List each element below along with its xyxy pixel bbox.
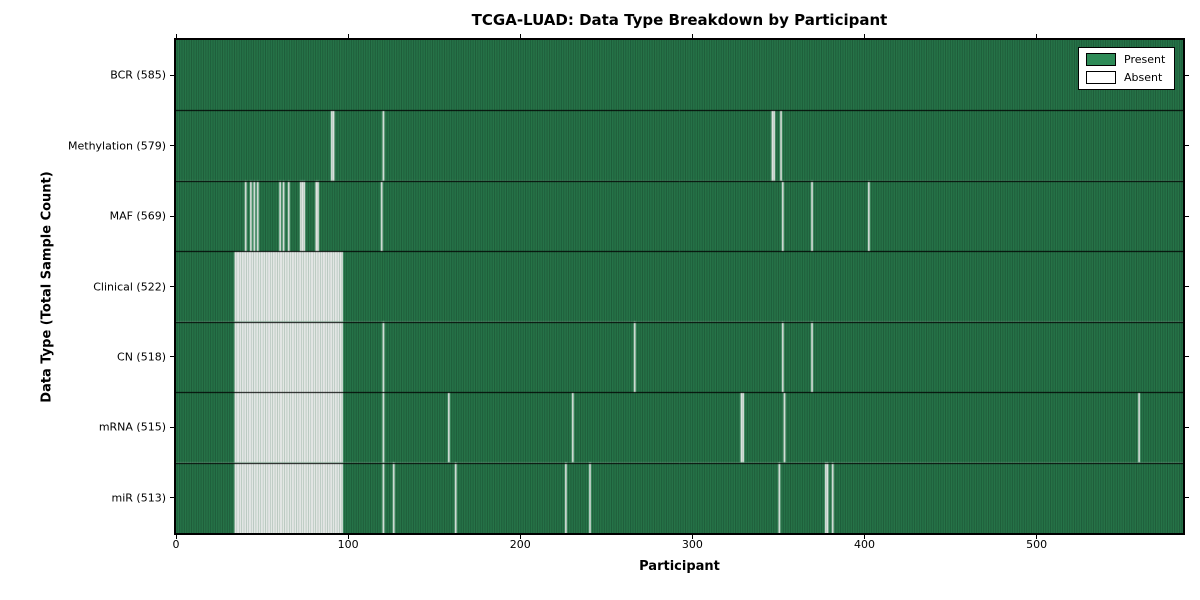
legend-label-absent: Absent: [1124, 71, 1163, 84]
x-tick-mark: [864, 535, 866, 539]
y-tick-mark: [1185, 497, 1189, 499]
chart-title: TCGA-LUAD: Data Type Breakdown by Partic…: [471, 11, 888, 29]
x-tick-mark: [175, 535, 177, 539]
y-tick-mark: [170, 286, 174, 287]
x-tick-mark: [1036, 34, 1038, 38]
x-tick-mark: [1036, 535, 1038, 539]
y-tick-label-BCR: BCR (585): [110, 68, 166, 82]
plot-area: [174, 38, 1185, 535]
y-tick-label-mRNA: mRNA (515): [98, 420, 166, 434]
x-tick-mark: [519, 34, 521, 38]
legend: Present Absent: [1078, 47, 1176, 90]
x-tick-mark: [347, 535, 349, 539]
y-tick-mark: [1185, 74, 1189, 76]
legend-item-present: Present: [1086, 53, 1165, 66]
y-tick-mark: [170, 74, 174, 76]
y-tick-mark: [1185, 145, 1189, 147]
x-tick-mark: [175, 34, 177, 38]
y-tick-mark: [1185, 426, 1189, 428]
x-tick-label-0: 0: [172, 538, 180, 551]
y-tick-mark: [170, 426, 174, 428]
legend-item-absent: Absent: [1086, 71, 1165, 84]
x-tick-mark: [691, 34, 693, 38]
x-tick-label-200: 200: [509, 538, 531, 551]
heatmap-canvas: [176, 40, 1183, 533]
y-tick-label-miR: miR (513): [111, 491, 167, 505]
y-tick-mark: [1185, 286, 1189, 287]
y-tick-label-MAF: MAF (569): [109, 209, 166, 223]
y-tick-mark: [170, 497, 174, 499]
legend-label-present: Present: [1124, 53, 1166, 66]
y-tick-label-Clinical: Clinical (522): [93, 280, 166, 293]
y-tick-mark: [170, 145, 174, 147]
x-tick-label-300: 300: [681, 538, 703, 551]
x-tick-mark: [691, 535, 693, 539]
x-tick-mark: [347, 34, 349, 38]
x-tick-label-500: 500: [1026, 538, 1048, 551]
x-tick-label-400: 400: [854, 538, 876, 551]
x-tick-mark: [864, 34, 866, 38]
absent-swatch-icon: [1086, 71, 1116, 84]
present-swatch-icon: [1086, 53, 1116, 66]
y-tick-mark: [170, 356, 174, 358]
y-tick-mark: [170, 215, 174, 217]
x-tick-mark: [519, 535, 521, 539]
y-tick-mark: [1185, 356, 1189, 358]
x-axis-label: Participant: [639, 559, 720, 574]
y-tick-mark: [1185, 215, 1189, 217]
y-tick-label-CN: CN (518): [117, 350, 166, 364]
x-tick-label-100: 100: [337, 538, 359, 551]
y-tick-label-Methylation: Methylation (579): [68, 139, 166, 153]
